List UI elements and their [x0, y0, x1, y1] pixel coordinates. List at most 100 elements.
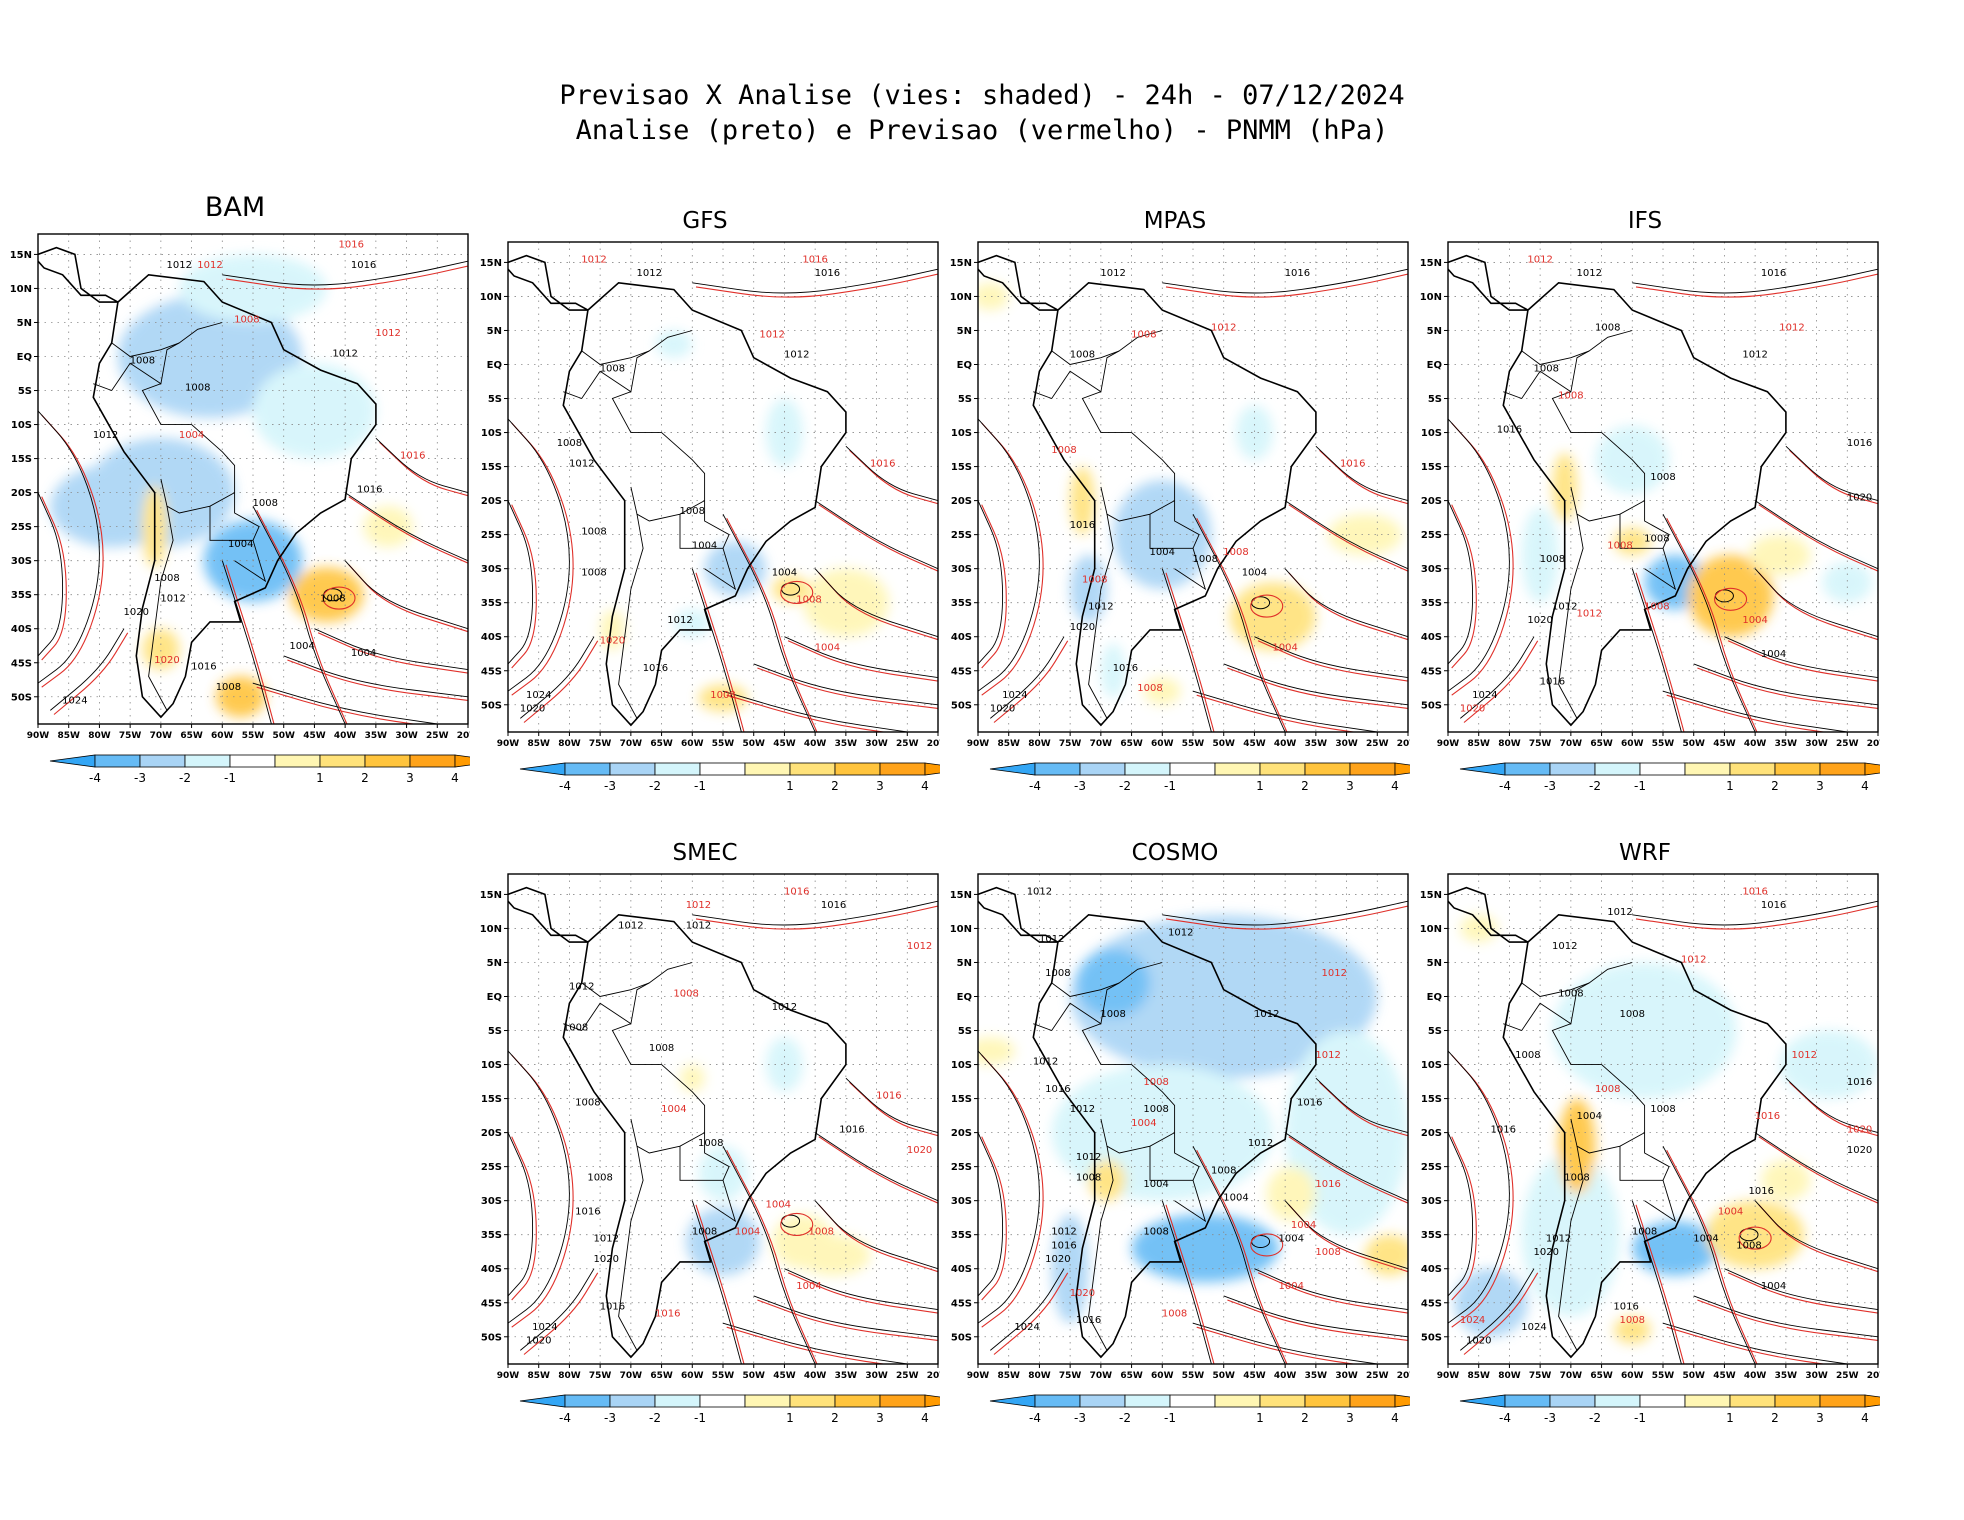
colorbar-swatch	[609, 1394, 656, 1408]
colorbar-label: -4	[1499, 1411, 1511, 1425]
lon-tick-label: 75W	[589, 739, 612, 749]
lon-tick-label: 75W	[119, 731, 142, 741]
lat-tick-label: 5S	[488, 1026, 502, 1037]
analysis-isobar	[1162, 268, 1408, 294]
colorbar-label: 3	[876, 1411, 884, 1425]
analysis-isobar	[283, 655, 468, 698]
forecast-isobar	[993, 1272, 1069, 1355]
lon-tick-label: 65W	[650, 739, 673, 749]
colorbar-swatch	[1774, 762, 1821, 776]
country-border	[1033, 370, 1102, 400]
colorbar-swatch	[1504, 1394, 1551, 1408]
lon-tick-label: 65W	[1120, 739, 1143, 749]
forecast-isobar	[287, 659, 468, 701]
lat-tick-label: 10N	[480, 292, 502, 303]
lat-tick-label: 25S	[481, 530, 502, 541]
forecast-contour-label: 1008	[1644, 602, 1669, 613]
analysis-contour-label: 1008	[1211, 1165, 1236, 1176]
forecast-isobar	[1196, 518, 1288, 732]
lon-tick-label: 85W	[1467, 1371, 1490, 1381]
low-center-forecast	[1738, 1226, 1772, 1250]
colorbar-swatch	[1819, 1394, 1866, 1408]
forecast-isobar	[53, 632, 129, 715]
coastline	[1448, 886, 1787, 1359]
forecast-isobar	[818, 1136, 938, 1204]
colorbar-swatch	[1259, 762, 1306, 776]
colorbar-label: 1	[1256, 779, 1264, 793]
colorbar-swatch	[1304, 1394, 1351, 1408]
analysis-contour-label: 1008	[1070, 350, 1095, 361]
lon-tick-label: 55W	[1182, 1371, 1205, 1381]
lon-tick-label: 45W	[303, 731, 326, 741]
lon-tick-label: 40W	[804, 739, 827, 749]
colorbar-label: 2	[1301, 779, 1309, 793]
forecast-isobar	[523, 640, 599, 723]
lon-tick-label: 80W	[1028, 1371, 1051, 1381]
analysis-contour-label: 1008	[649, 1043, 674, 1054]
analysis-contour-label: 1008	[1558, 989, 1583, 1000]
lat-tick-label: 15N	[480, 258, 502, 269]
lon-tick-label: 25W	[1836, 739, 1859, 749]
forecast-isobar	[225, 265, 468, 290]
forecast-isobar	[256, 686, 417, 724]
forecast-contour-label: 1012	[1527, 254, 1552, 265]
warm-bias-area	[1460, 914, 1498, 943]
analysis-isobar	[1724, 1268, 1878, 1311]
analysis-contour-label: 1012	[332, 349, 357, 360]
lon-tick-label: 20W	[1867, 739, 1880, 749]
analysis-contour-label: 1008	[1193, 554, 1218, 565]
forecast-isobar	[1666, 1326, 1827, 1364]
analysis-contour-label: 1012	[1607, 907, 1632, 918]
analysis-isobar	[814, 500, 938, 570]
colorbar-label: -4	[1029, 1411, 1041, 1425]
lat-tick-label: 45S	[1421, 1298, 1442, 1309]
forecast-isobar	[1666, 694, 1827, 732]
colorbar-swatch	[364, 754, 411, 768]
colorbar-swatch	[1504, 762, 1551, 776]
warm-bias-area	[1266, 1166, 1316, 1222]
lon-tick-label: 35W	[1775, 739, 1798, 749]
colorbar-label: -2	[1589, 779, 1601, 793]
lat-tick-label: 45S	[951, 1298, 972, 1309]
colorbar-swatch	[1729, 762, 1776, 776]
forecast-isobar	[1196, 1150, 1288, 1364]
colorbar-swatch	[1079, 1394, 1126, 1408]
lat-tick-label: 50S	[1421, 700, 1442, 711]
coastline	[508, 886, 847, 1359]
colorbar-swatch	[1124, 1394, 1171, 1408]
analysis-isobar	[1223, 663, 1408, 706]
lon-tick-label: 90W	[967, 1371, 990, 1381]
analysis-contour-label: 1008	[1736, 1240, 1761, 1251]
colorbar-swatch	[654, 762, 701, 776]
forecast-isobar	[787, 640, 938, 682]
lat-tick-label: 10S	[1421, 1060, 1442, 1071]
lon-tick-label: 85W	[527, 1371, 550, 1381]
panel-title: IFS	[1627, 208, 1663, 234]
analysis-isobar	[520, 1268, 595, 1351]
low-center-forecast	[322, 586, 356, 610]
lat-tick-label: 20S	[1421, 496, 1442, 507]
forecast-contour-label: 1008	[796, 595, 821, 606]
panel-title: MPAS	[1143, 208, 1207, 234]
colorbar-label: -4	[1029, 779, 1041, 793]
analysis-isobar	[50, 628, 125, 711]
lon-tick-label: 90W	[27, 731, 50, 741]
forecast-isobar	[1227, 1299, 1408, 1341]
lon-tick-label: 75W	[589, 1371, 612, 1381]
forecast-isobar	[981, 504, 1007, 669]
analysis-isobar	[1662, 690, 1848, 732]
analysis-contour-label: 1008	[680, 506, 705, 517]
lat-tick-label: 5S	[18, 386, 32, 397]
forecast-isobar	[1727, 1272, 1878, 1314]
analysis-contour-label: 1004	[351, 648, 376, 659]
forecast-contour-label: 1008	[1315, 1247, 1340, 1258]
analysis-isobar	[1284, 1132, 1408, 1202]
country-border	[1503, 1002, 1572, 1032]
lat-tick-label: 5N	[957, 958, 972, 969]
analysis-contour-label: 1016	[821, 900, 846, 911]
warm-bias-area	[802, 568, 889, 637]
analysis-contour-label: 1008	[185, 383, 210, 394]
forecast-isobar	[1697, 1299, 1878, 1341]
analysis-isobar	[1693, 663, 1878, 706]
cool-bias-area	[1822, 561, 1872, 603]
